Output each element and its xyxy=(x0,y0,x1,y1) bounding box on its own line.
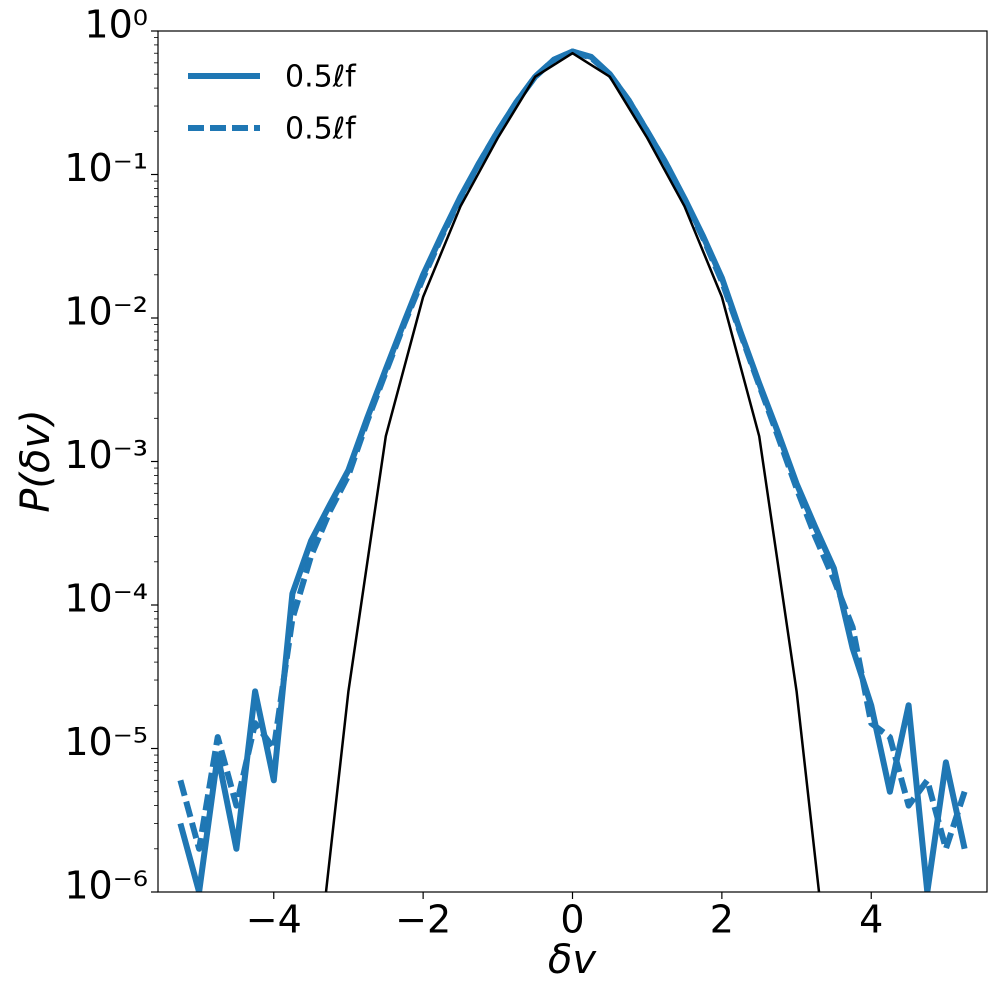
plot-area xyxy=(177,48,968,892)
y-tick-label: 10⁻⁶ xyxy=(64,864,148,908)
x-tick-label: 2 xyxy=(710,898,734,942)
legend-label: 0.5ℓf xyxy=(285,60,357,95)
axes-frame xyxy=(157,30,988,893)
x-tick-label: 0 xyxy=(560,898,584,942)
legend-label: 0.5ℓf xyxy=(285,112,357,147)
x-axis-label: δv xyxy=(548,937,597,983)
x-tick-label: 4 xyxy=(859,898,883,942)
y-tick-label: 10⁻² xyxy=(64,290,148,334)
y-tick-label: 10⁻⁴ xyxy=(64,577,148,621)
series-line xyxy=(324,51,821,892)
x-tick-label: −4 xyxy=(246,898,302,942)
y-tick-label: 10⁻¹ xyxy=(64,146,148,190)
y-tick-label: 10⁻³ xyxy=(64,433,148,477)
x-tick-label: −2 xyxy=(395,898,451,942)
y-tick-label: 10⁰ xyxy=(84,3,148,47)
y-tick-label: 10⁻⁵ xyxy=(64,720,148,764)
series-line xyxy=(177,48,968,892)
series-line xyxy=(177,48,968,852)
y-axis-label: P(δv) xyxy=(13,409,59,512)
